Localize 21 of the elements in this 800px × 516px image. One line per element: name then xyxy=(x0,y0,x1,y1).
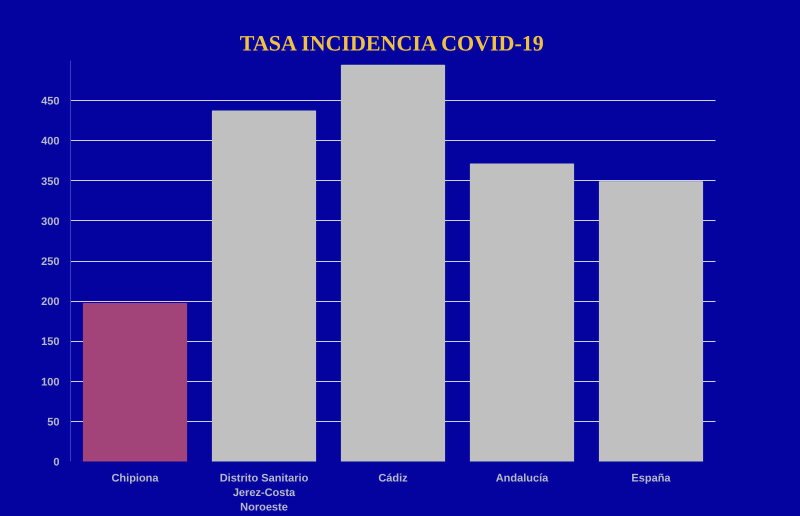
y-tick-label: 0 xyxy=(53,456,60,468)
y-tick-label: 50 xyxy=(47,416,60,428)
bar xyxy=(82,303,188,462)
y-tick-label: 350 xyxy=(41,176,60,188)
bar xyxy=(340,64,446,462)
bar xyxy=(470,163,574,462)
y-tick-label: 150 xyxy=(41,336,60,348)
y-tick-label: 100 xyxy=(41,376,60,388)
bar xyxy=(212,110,316,462)
y-tick-label: 450 xyxy=(41,96,60,108)
x-tick-label: Andalucía xyxy=(496,472,550,484)
y-tick-label: 300 xyxy=(41,216,60,228)
y-tick-label: 200 xyxy=(41,296,60,308)
x-tick-label: Distrito Sanitario Jerez-Costa Noroeste xyxy=(220,472,309,514)
x-tick-label: Cádiz xyxy=(378,472,408,484)
y-tick-label: 250 xyxy=(41,256,60,268)
bar xyxy=(598,181,704,462)
y-tick-label: 400 xyxy=(41,136,60,148)
x-tick-label: España xyxy=(631,472,672,484)
x-tick-label: Chipiona xyxy=(111,472,160,484)
chart-title: TASA INCIDENCIA COVID-19 xyxy=(240,30,544,56)
